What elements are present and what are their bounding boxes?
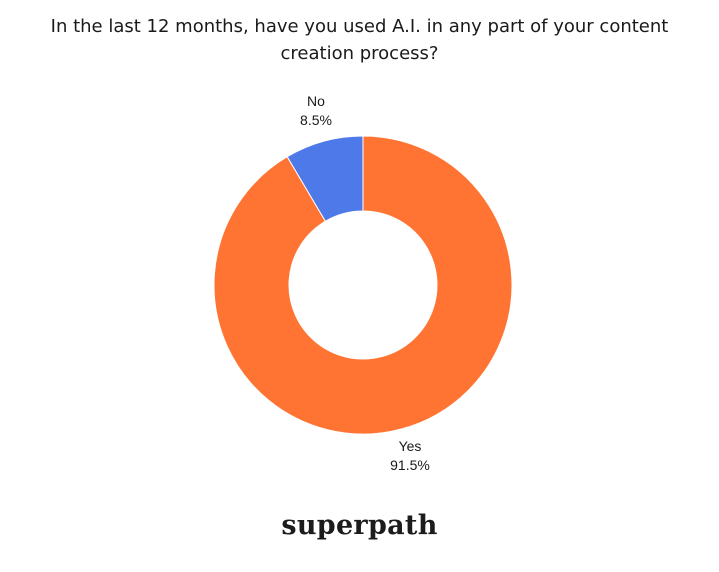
labels-group: No 8.5% Yes 91.5%	[300, 93, 430, 473]
slices-group	[213, 135, 513, 435]
slice-value-yes: 91.5%	[390, 457, 430, 473]
logo-text: superpath	[281, 510, 438, 541]
superpath-logo: superpath	[0, 510, 719, 541]
slice-yes	[213, 135, 513, 435]
slice-label-no: No	[307, 93, 325, 109]
slice-label-yes: Yes	[399, 438, 422, 454]
slice-value-no: 8.5%	[300, 112, 332, 128]
chart-title: In the last 12 months, have you used A.I…	[0, 13, 719, 67]
chart-title-text: In the last 12 months, have you used A.I…	[50, 16, 669, 64]
